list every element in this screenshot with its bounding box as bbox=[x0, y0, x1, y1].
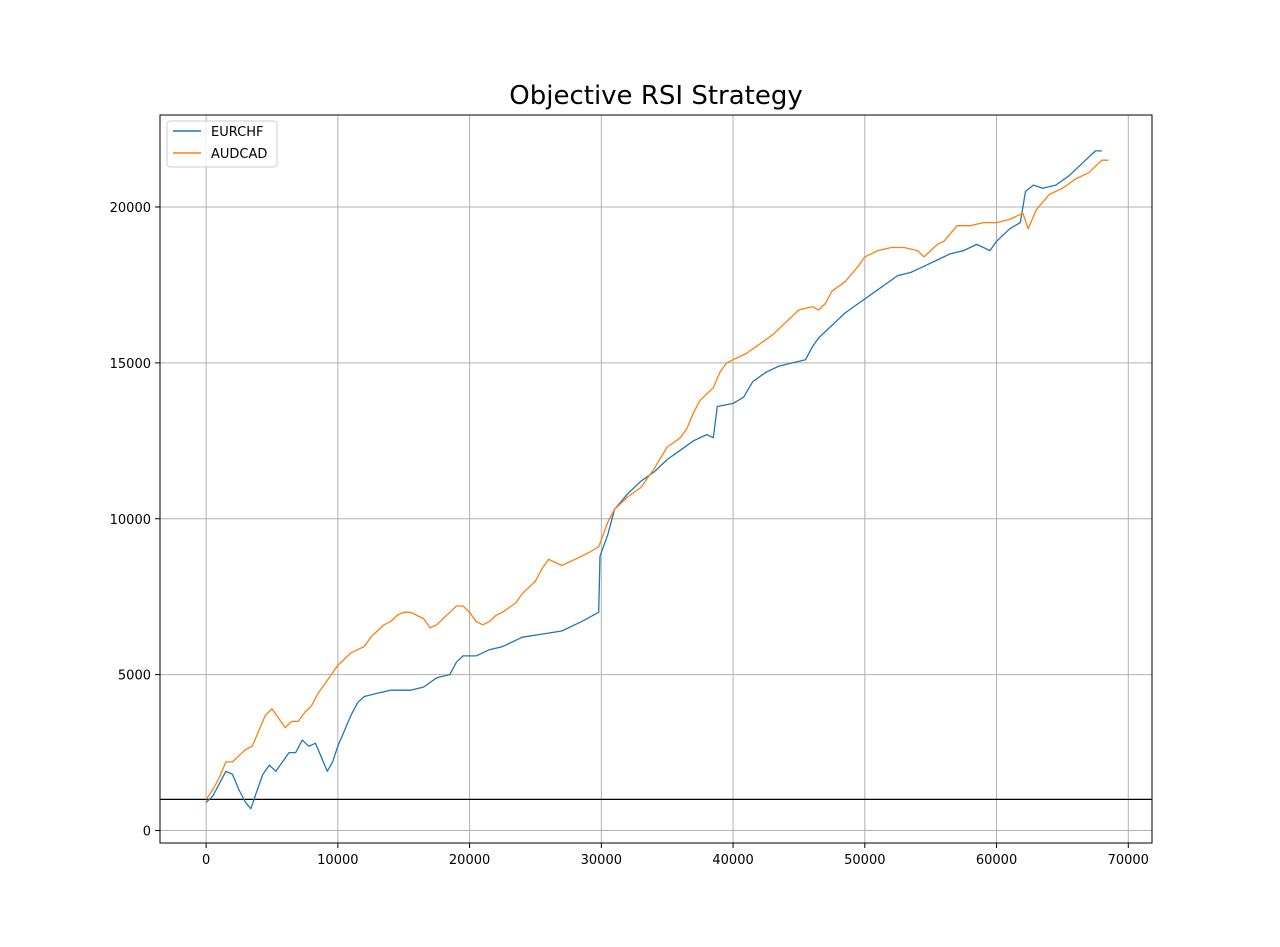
x-tick-label: 20000 bbox=[449, 853, 490, 868]
y-tick-label: 0 bbox=[143, 825, 151, 840]
y-tick-label: 5000 bbox=[118, 669, 151, 684]
chart-title: Objective RSI Strategy bbox=[509, 81, 802, 111]
y-tick-label: 10000 bbox=[110, 513, 151, 528]
y-tick-label: 15000 bbox=[110, 357, 151, 372]
x-tick-label: 60000 bbox=[976, 853, 1017, 868]
series-line-audcad bbox=[205, 159, 1109, 800]
x-tick-label: 40000 bbox=[712, 853, 753, 868]
x-tick-label: 30000 bbox=[581, 853, 622, 868]
grid-layer bbox=[160, 115, 1152, 843]
legend-label-eurchf: EURCHF bbox=[211, 125, 263, 140]
legend: EURCHF AUDCAD bbox=[166, 120, 278, 168]
axis-ticks: 0 10000 20000 30000 40000 50000 60000 70000 0 500… bbox=[110, 201, 1149, 868]
x-tick-label: 0 bbox=[202, 853, 210, 868]
x-tick-label: 10000 bbox=[317, 853, 358, 868]
x-tick-label: 50000 bbox=[844, 853, 885, 868]
legend-label-audcad: AUDCAD bbox=[211, 147, 267, 162]
series-line-eurchf bbox=[205, 150, 1102, 810]
plot-area bbox=[160, 150, 1152, 810]
legend-box bbox=[166, 120, 278, 168]
plot-frame bbox=[159, 114, 1153, 844]
x-tick-label: 70000 bbox=[1108, 853, 1149, 868]
y-tick-label: 20000 bbox=[110, 201, 151, 216]
